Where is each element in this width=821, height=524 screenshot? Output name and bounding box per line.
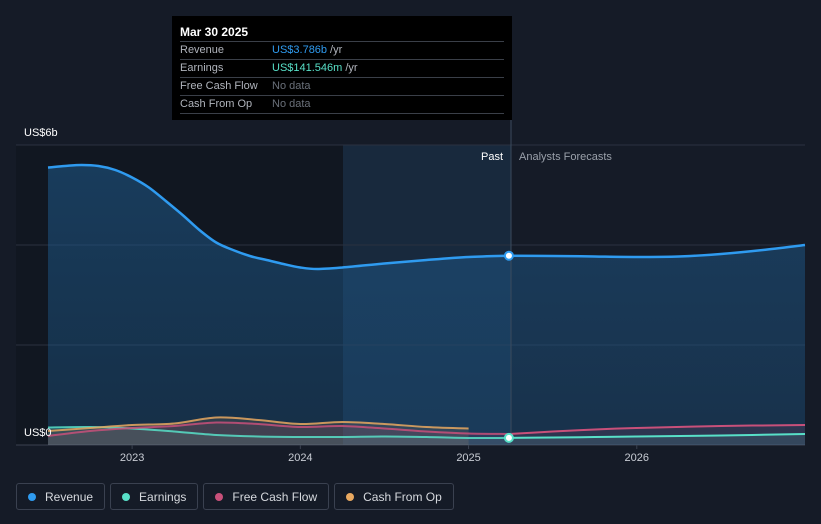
tooltip-label: Revenue <box>180 44 225 56</box>
tooltip-row-earnings: Earnings US$141.546m /yr <box>180 59 504 77</box>
tooltip-label: Free Cash Flow <box>180 80 258 92</box>
area-earnings <box>48 426 805 445</box>
tooltip-row-free-cash-flow: Free Cash Flow No data <box>180 77 504 95</box>
legend-label: Earnings <box>139 489 187 504</box>
area-free-cash-flow <box>48 422 805 445</box>
y-axis-top-label: US$6b <box>24 127 58 139</box>
line-revenue-past <box>47 163 509 271</box>
tooltip-label: Cash From Op <box>180 98 253 110</box>
legend-item-earnings[interactable]: Earnings <box>110 483 199 510</box>
forecast-label: Analysts Forecasts <box>519 151 612 163</box>
tooltip-value: US$3.786b <box>272 44 328 56</box>
tooltip-date: Mar 30 2025 <box>180 25 249 39</box>
tooltip-label: Earnings <box>180 62 224 74</box>
legend-dot-icon <box>215 492 224 501</box>
x-tick-label: 2024 <box>288 452 312 464</box>
area-revenue <box>48 165 805 445</box>
line-free-cash-flow-forecast <box>508 424 806 435</box>
tooltip-row-cash-from-op: Cash From Op No data <box>180 95 504 114</box>
legend-item-free-cash-flow[interactable]: Free Cash Flow <box>203 483 330 510</box>
legend-dot-icon <box>28 492 36 501</box>
legend-label: Free Cash Flow <box>232 489 318 504</box>
legend-item-cash-from-op[interactable]: Cash From Op <box>334 483 454 510</box>
tooltip-value: No data <box>272 80 311 92</box>
tooltip-value: No data <box>272 98 311 110</box>
legend-item-revenue[interactable]: Revenue <box>16 483 106 510</box>
line-cash-from-op-past <box>47 416 469 432</box>
tooltip: Mar 30 2025 Revenue US$3.786b /yr Earnin… <box>172 16 512 120</box>
area-cash-from-op <box>48 417 469 445</box>
legend-label: Revenue <box>45 489 94 504</box>
tooltip-value: US$141.546m <box>272 62 343 74</box>
line-revenue-forecast <box>508 243 806 259</box>
legend-label: Cash From Op <box>363 489 442 504</box>
y-axis-bottom-label: US$0 <box>24 427 52 439</box>
x-tick-label: 2026 <box>625 452 649 464</box>
x-tick-label: 2023 <box>120 452 144 464</box>
legend-dot-icon <box>122 492 131 501</box>
tooltip-unit: /yr <box>345 62 358 74</box>
marker-earnings <box>503 432 514 443</box>
tooltip-row-revenue: Revenue US$3.786b /yr <box>180 41 504 59</box>
marker-revenue <box>503 250 514 261</box>
line-free-cash-flow-past <box>47 421 509 437</box>
line-earnings-forecast <box>508 433 806 439</box>
past-label: Past <box>481 151 503 163</box>
legend-dot-icon <box>346 492 355 501</box>
legend: Revenue Earnings Free Cash Flow Cash Fro… <box>16 483 454 510</box>
tooltip-unit: /yr <box>330 44 343 56</box>
x-tick-label: 2025 <box>456 452 480 464</box>
